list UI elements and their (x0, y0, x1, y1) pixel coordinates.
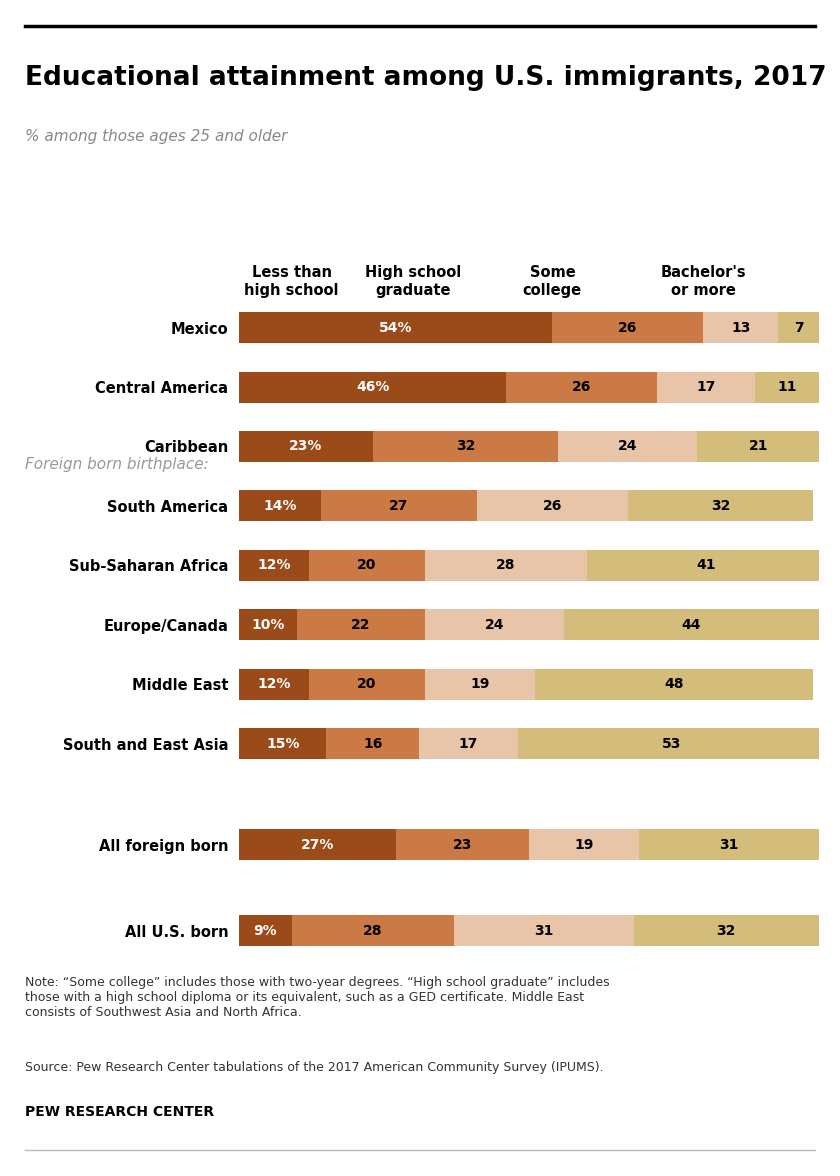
Text: 31: 31 (720, 837, 739, 851)
Text: 22: 22 (351, 617, 371, 632)
Bar (697, 432, 819, 462)
Bar (309, 669, 425, 700)
Text: 32: 32 (711, 499, 730, 513)
Text: 15%: 15% (266, 736, 300, 750)
Text: 12%: 12% (257, 559, 291, 573)
Bar (326, 728, 419, 759)
Bar (564, 609, 819, 640)
Text: 24: 24 (618, 440, 638, 454)
Bar (291, 915, 454, 946)
Bar (627, 490, 813, 521)
Bar (396, 829, 529, 860)
Bar (239, 728, 326, 759)
Text: 16: 16 (363, 736, 382, 750)
Text: 9%: 9% (254, 923, 277, 937)
Text: Some
college: Some college (522, 265, 582, 298)
Bar (419, 728, 517, 759)
Text: 44: 44 (682, 617, 701, 632)
Bar (779, 313, 819, 343)
Text: 19: 19 (470, 677, 490, 691)
Bar (321, 490, 477, 521)
Text: 23%: 23% (289, 440, 323, 454)
Text: 10%: 10% (252, 617, 285, 632)
Bar (239, 669, 309, 700)
Text: 28: 28 (363, 923, 382, 937)
Text: 28: 28 (496, 559, 516, 573)
Text: 7: 7 (794, 321, 804, 335)
Bar (425, 609, 564, 640)
Text: 23: 23 (453, 837, 472, 851)
Text: 20: 20 (357, 559, 376, 573)
Bar (506, 372, 657, 402)
Text: Note: “Some college” includes those with two-year degrees. “High school graduate: Note: “Some college” includes those with… (25, 976, 610, 1020)
Text: 53: 53 (662, 736, 681, 750)
Bar (587, 550, 825, 581)
Bar (425, 550, 587, 581)
Bar (755, 372, 819, 402)
Bar (454, 915, 633, 946)
Text: 20: 20 (357, 677, 376, 691)
Bar (517, 728, 825, 759)
Text: 21: 21 (748, 440, 768, 454)
Text: 17: 17 (696, 380, 716, 394)
Text: 17: 17 (459, 736, 478, 750)
Text: 14%: 14% (263, 499, 297, 513)
Bar (239, 372, 506, 402)
Bar (297, 609, 425, 640)
Bar (633, 915, 819, 946)
Text: Bachelor's
or more: Bachelor's or more (660, 265, 746, 298)
Bar (239, 915, 291, 946)
Text: 27: 27 (389, 499, 408, 513)
Bar (553, 313, 703, 343)
Text: 46%: 46% (356, 380, 390, 394)
Bar (239, 490, 321, 521)
Bar (239, 432, 373, 462)
Text: 13: 13 (731, 321, 750, 335)
Bar (529, 829, 639, 860)
Text: 19: 19 (575, 837, 594, 851)
Bar (239, 550, 309, 581)
Text: 48: 48 (664, 677, 684, 691)
Bar (239, 313, 553, 343)
Text: 26: 26 (543, 499, 562, 513)
Text: 31: 31 (534, 923, 554, 937)
Bar (477, 490, 627, 521)
Text: 12%: 12% (257, 677, 291, 691)
Text: High school
graduate: High school graduate (365, 265, 461, 298)
Bar (239, 609, 297, 640)
Text: 32: 32 (456, 440, 475, 454)
Bar (373, 432, 559, 462)
Text: 26: 26 (618, 321, 638, 335)
Bar (309, 550, 425, 581)
Bar (559, 432, 697, 462)
Text: % among those ages 25 and older: % among those ages 25 and older (25, 129, 287, 145)
Text: 11: 11 (777, 380, 797, 394)
Bar (239, 829, 396, 860)
Text: Educational attainment among U.S. immigrants, 2017: Educational attainment among U.S. immigr… (25, 65, 827, 91)
Bar (425, 669, 535, 700)
Text: 26: 26 (572, 380, 591, 394)
Bar (657, 372, 755, 402)
Text: Source: Pew Research Center tabulations of the 2017 American Community Survey (I: Source: Pew Research Center tabulations … (25, 1061, 604, 1074)
Bar (535, 669, 813, 700)
Text: PEW RESEARCH CENTER: PEW RESEARCH CENTER (25, 1105, 214, 1120)
Text: Less than
high school: Less than high school (244, 265, 339, 298)
Text: 24: 24 (485, 617, 504, 632)
Text: 32: 32 (717, 923, 736, 937)
Bar (639, 829, 819, 860)
Text: 54%: 54% (379, 321, 412, 335)
Bar (703, 313, 779, 343)
Text: 27%: 27% (301, 837, 334, 851)
Text: Foreign born birthplace:: Foreign born birthplace: (25, 456, 209, 472)
Text: 41: 41 (696, 559, 716, 573)
